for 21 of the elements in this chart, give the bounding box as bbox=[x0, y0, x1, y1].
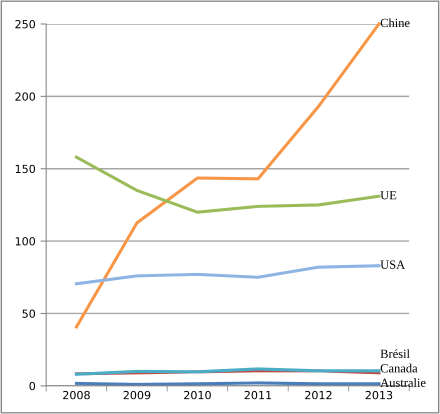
x-tick-label: 2012 bbox=[305, 390, 332, 400]
y-tick-label: 100 bbox=[16, 237, 36, 246]
x-tick-label: 2008 bbox=[63, 390, 90, 400]
y-tick-label: 50 bbox=[22, 309, 36, 318]
line-series bbox=[74, 22, 380, 328]
series-label: UE bbox=[380, 191, 396, 200]
y-tick-label: 200 bbox=[15, 92, 36, 101]
x-tick-label: 2009 bbox=[124, 390, 150, 400]
series-label: Australie bbox=[380, 378, 426, 387]
series-label: Canada bbox=[380, 364, 418, 372]
x-tick-label: 2011 bbox=[244, 390, 272, 400]
x-tick-label: 2013 bbox=[366, 390, 392, 400]
x-tick-label: 2010 bbox=[184, 390, 211, 400]
y-tick-label: 250 bbox=[15, 20, 36, 28]
line-series bbox=[74, 156, 380, 214]
series-label: USA bbox=[380, 260, 406, 269]
y-tick-label: 0 bbox=[29, 382, 36, 390]
line-series bbox=[74, 264, 380, 286]
series-label: Chine bbox=[380, 18, 410, 28]
series-label: Brésil bbox=[380, 349, 410, 358]
y-tick-label: 150 bbox=[16, 164, 36, 174]
